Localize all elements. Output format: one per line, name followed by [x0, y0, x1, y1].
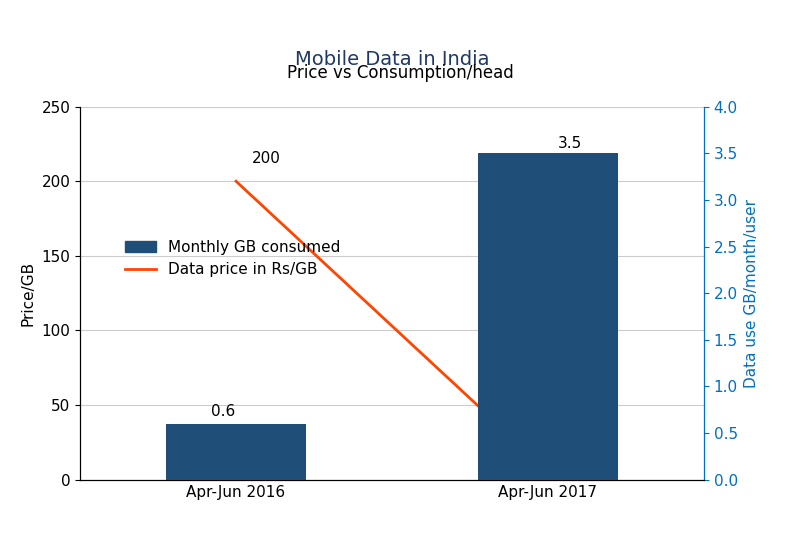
- Text: 6: 6: [492, 447, 502, 462]
- Text: Price vs Consumption/head: Price vs Consumption/head: [286, 64, 514, 82]
- Legend: Monthly GB consumed, Data price in Rs/GB: Monthly GB consumed, Data price in Rs/GB: [119, 233, 346, 284]
- Text: 0.6: 0.6: [211, 404, 235, 419]
- Text: 3.5: 3.5: [558, 135, 582, 151]
- Text: 200: 200: [251, 151, 281, 166]
- Title: Mobile Data in India: Mobile Data in India: [294, 50, 490, 69]
- Bar: [478, 153, 618, 480]
- Y-axis label: Data use GB/month/user: Data use GB/month/user: [743, 199, 758, 387]
- Bar: [166, 424, 306, 480]
- Y-axis label: Price/GB: Price/GB: [21, 261, 36, 326]
